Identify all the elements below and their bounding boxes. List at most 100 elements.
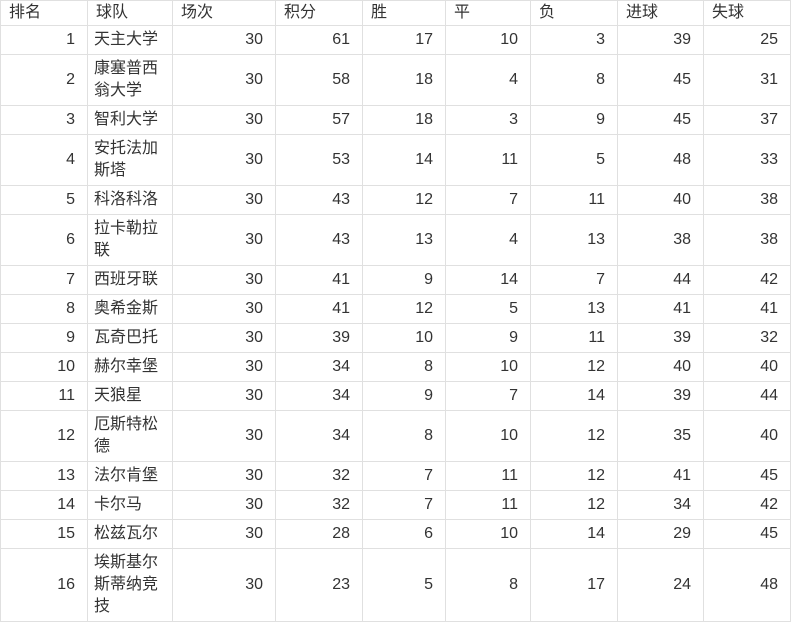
cell-matches: 30 <box>172 410 276 462</box>
column-header-goals-against: 失球 <box>703 0 791 26</box>
table-row: 8 奥希金斯 30 41 12 5 13 41 41 <box>0 294 791 324</box>
cell-rank: 1 <box>0 25 88 55</box>
cell-wins: 10 <box>362 323 446 353</box>
cell-matches: 30 <box>172 461 276 491</box>
cell-goals-against: 44 <box>703 381 791 411</box>
cell-goals-against: 41 <box>703 294 791 324</box>
table-row: 1 天主大学 30 61 17 10 3 39 25 <box>0 25 791 55</box>
cell-goals-for: 40 <box>617 352 704 382</box>
cell-points: 39 <box>275 323 363 353</box>
cell-rank: 14 <box>0 490 88 520</box>
cell-team: 厄斯特松德 <box>87 410 173 462</box>
cell-points: 43 <box>275 185 363 215</box>
cell-rank: 16 <box>0 548 88 622</box>
cell-wins: 18 <box>362 54 446 106</box>
cell-wins: 6 <box>362 519 446 549</box>
cell-wins: 12 <box>362 294 446 324</box>
cell-goals-for: 45 <box>617 105 704 135</box>
table-row: 10 赫尔幸堡 30 34 8 10 12 40 40 <box>0 352 791 382</box>
cell-draws: 7 <box>445 185 531 215</box>
cell-losses: 12 <box>530 490 618 520</box>
cell-team: 西班牙联 <box>87 265 173 295</box>
cell-draws: 7 <box>445 381 531 411</box>
table-row: 2 康塞普西翁大学 30 58 18 4 8 45 31 <box>0 54 791 106</box>
cell-matches: 30 <box>172 548 276 622</box>
cell-goals-against: 45 <box>703 461 791 491</box>
cell-team: 天狼星 <box>87 381 173 411</box>
cell-rank: 2 <box>0 54 88 106</box>
table-header: 排名 球队 场次 积分 胜 平 负 进球 失球 <box>0 0 791 26</box>
cell-losses: 12 <box>530 410 618 462</box>
cell-matches: 30 <box>172 519 276 549</box>
cell-wins: 8 <box>362 410 446 462</box>
column-header-rank: 排名 <box>0 0 88 26</box>
cell-goals-against: 25 <box>703 25 791 55</box>
cell-rank: 5 <box>0 185 88 215</box>
cell-draws: 10 <box>445 519 531 549</box>
cell-rank: 9 <box>0 323 88 353</box>
cell-team: 拉卡勒拉联 <box>87 214 173 266</box>
cell-goals-against: 38 <box>703 185 791 215</box>
cell-goals-against: 40 <box>703 410 791 462</box>
cell-points: 28 <box>275 519 363 549</box>
cell-rank: 4 <box>0 134 88 186</box>
cell-rank: 3 <box>0 105 88 135</box>
cell-goals-for: 45 <box>617 54 704 106</box>
cell-goals-for: 41 <box>617 461 704 491</box>
cell-rank: 11 <box>0 381 88 411</box>
cell-goals-for: 29 <box>617 519 704 549</box>
column-header-goals-for: 进球 <box>617 0 704 26</box>
cell-losses: 12 <box>530 461 618 491</box>
cell-team: 科洛科洛 <box>87 185 173 215</box>
cell-goals-for: 39 <box>617 323 704 353</box>
cell-points: 32 <box>275 490 363 520</box>
cell-goals-against: 42 <box>703 265 791 295</box>
cell-points: 53 <box>275 134 363 186</box>
cell-goals-for: 44 <box>617 265 704 295</box>
cell-matches: 30 <box>172 294 276 324</box>
cell-team: 天主大学 <box>87 25 173 55</box>
cell-draws: 5 <box>445 294 531 324</box>
column-header-matches: 场次 <box>172 0 276 26</box>
cell-matches: 30 <box>172 54 276 106</box>
cell-goals-for: 39 <box>617 25 704 55</box>
column-header-team: 球队 <box>87 0 173 26</box>
cell-draws: 9 <box>445 323 531 353</box>
cell-wins: 7 <box>362 461 446 491</box>
cell-matches: 30 <box>172 381 276 411</box>
cell-losses: 3 <box>530 25 618 55</box>
cell-losses: 5 <box>530 134 618 186</box>
cell-draws: 3 <box>445 105 531 135</box>
cell-draws: 11 <box>445 490 531 520</box>
cell-wins: 9 <box>362 265 446 295</box>
table-row: 11 天狼星 30 34 9 7 14 39 44 <box>0 381 791 411</box>
cell-matches: 30 <box>172 323 276 353</box>
cell-rank: 15 <box>0 519 88 549</box>
cell-wins: 9 <box>362 381 446 411</box>
cell-matches: 30 <box>172 185 276 215</box>
cell-rank: 13 <box>0 461 88 491</box>
cell-points: 43 <box>275 214 363 266</box>
cell-goals-for: 39 <box>617 381 704 411</box>
cell-losses: 7 <box>530 265 618 295</box>
cell-draws: 10 <box>445 25 531 55</box>
table-row: 13 法尔肯堡 30 32 7 11 12 41 45 <box>0 461 791 491</box>
cell-points: 34 <box>275 381 363 411</box>
table-row: 9 瓦奇巴托 30 39 10 9 11 39 32 <box>0 323 791 353</box>
cell-goals-against: 31 <box>703 54 791 106</box>
cell-losses: 11 <box>530 323 618 353</box>
cell-matches: 30 <box>172 25 276 55</box>
cell-wins: 17 <box>362 25 446 55</box>
cell-goals-against: 38 <box>703 214 791 266</box>
cell-wins: 5 <box>362 548 446 622</box>
cell-draws: 11 <box>445 461 531 491</box>
cell-draws: 4 <box>445 214 531 266</box>
cell-goals-against: 33 <box>703 134 791 186</box>
cell-team: 康塞普西翁大学 <box>87 54 173 106</box>
table-row: 6 拉卡勒拉联 30 43 13 4 13 38 38 <box>0 214 791 266</box>
cell-losses: 13 <box>530 214 618 266</box>
cell-points: 23 <box>275 548 363 622</box>
cell-goals-for: 38 <box>617 214 704 266</box>
cell-wins: 14 <box>362 134 446 186</box>
table-row: 16 埃斯基尔斯蒂纳竞技 30 23 5 8 17 24 48 <box>0 548 791 622</box>
